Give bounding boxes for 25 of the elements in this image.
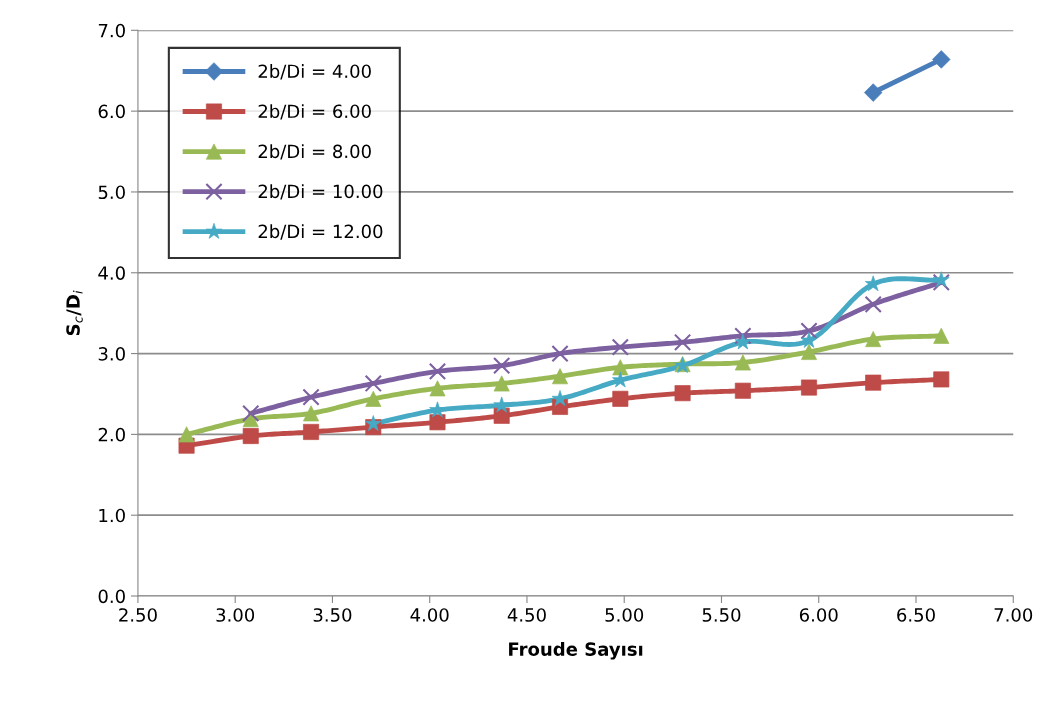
x-tick-label: 6.50 bbox=[897, 608, 935, 622]
y-tick-label: 0.0 bbox=[98, 589, 125, 604]
x-tick-label: 4.00 bbox=[410, 608, 449, 622]
x-tick-label: 5.50 bbox=[702, 608, 741, 622]
y-tick-label: 2.0 bbox=[98, 427, 125, 442]
x-tick-label: 5.00 bbox=[605, 608, 644, 622]
y-tick-label: 1.0 bbox=[99, 508, 125, 523]
legend-label: 2b/Di = 12.00 bbox=[258, 224, 383, 240]
x-tick-label: 4.50 bbox=[507, 608, 546, 622]
legend-label: 2b/Di = 10.00 bbox=[258, 184, 383, 200]
y-axis-title: S$_{c}$/D$_{i}$ bbox=[66, 290, 83, 336]
x-tick-label: 3.00 bbox=[216, 608, 255, 622]
x-tick-label: 3.50 bbox=[313, 608, 352, 622]
y-tick-label: 5.0 bbox=[98, 185, 125, 200]
y-tick-label: 6.0 bbox=[98, 104, 125, 119]
y-tick-label: 4.0 bbox=[98, 266, 125, 280]
legend-label: 2b/Di = 6.00 bbox=[258, 104, 371, 120]
legend-label: 2b/Di = 4.00 bbox=[258, 64, 371, 80]
x-tick-label: 6.00 bbox=[799, 608, 838, 622]
y-tick-label: 3.0 bbox=[98, 347, 125, 361]
x-tick-label: 2.50 bbox=[119, 608, 157, 622]
y-tick-label: 7.0 bbox=[98, 23, 125, 38]
x-axis-title: Froude Sayısı bbox=[509, 641, 643, 660]
legend-label: 2b/Di = 8.00 bbox=[258, 144, 371, 160]
x-tick-label: 7.00 bbox=[994, 608, 1033, 622]
